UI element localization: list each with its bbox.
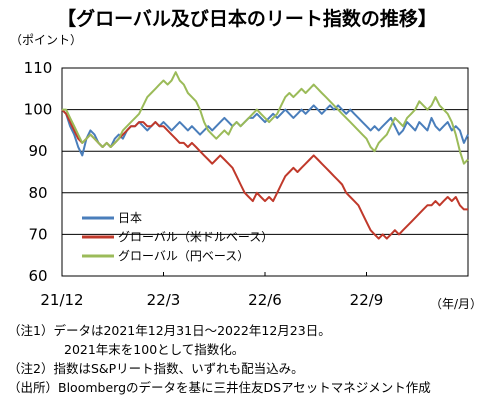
source-note: （出所）Bloombergのデータを基に三井住友DSアセットマネジメント作成 [8,380,431,395]
footnotes: （注1）データは2021年12月31日～2022年12月23日。 2021年末を… [8,321,431,397]
series-line-2 [62,71,469,165]
note-1-continued: 2021年末を100として指数化。 [64,342,245,357]
series-lines [61,71,469,240]
y-tick-label: 90 [28,142,47,160]
y-tick-label: 60 [28,267,47,285]
x-tick-label: 22/9 [350,291,384,309]
x-tick-label: 22/6 [248,291,282,309]
series-line-1 [61,108,468,240]
x-axis-ticks: 21/12 22/3 22/6 22/9 [40,272,383,309]
legend-label-1: グローバル（米ドルベース） [118,230,273,244]
x-tick-label: 22/3 [147,291,181,309]
plot-frame [61,67,469,277]
x-axis-unit: （年/月） [430,297,482,311]
y-tick-label: 80 [28,184,47,202]
chart-title: 【グローバル及び日本のリート指数の推移】 [57,8,437,30]
y-tick-label: 70 [28,225,47,243]
legend-label-0: 日本 [118,211,142,225]
legend-label-2: グローバル（円ベース） [118,249,249,263]
y-axis-unit: （ポイント） [10,33,82,47]
line-chart: 60 70 80 90 100 110 21/12 22/3 22/6 22/9 日本グローバル… [10,33,482,311]
note-2: （注2）指数はS&Pリート指数、いずれも配当込み。 [8,361,304,376]
y-tick-label: 100 [24,101,53,119]
x-tick-label: 21/12 [40,291,83,309]
y-tick-label: 110 [24,59,53,77]
y-axis-ticks: 60 70 80 90 100 110 [24,59,53,285]
note-1: （注1）データは2021年12月31日～2022年12月23日。 [8,323,331,338]
